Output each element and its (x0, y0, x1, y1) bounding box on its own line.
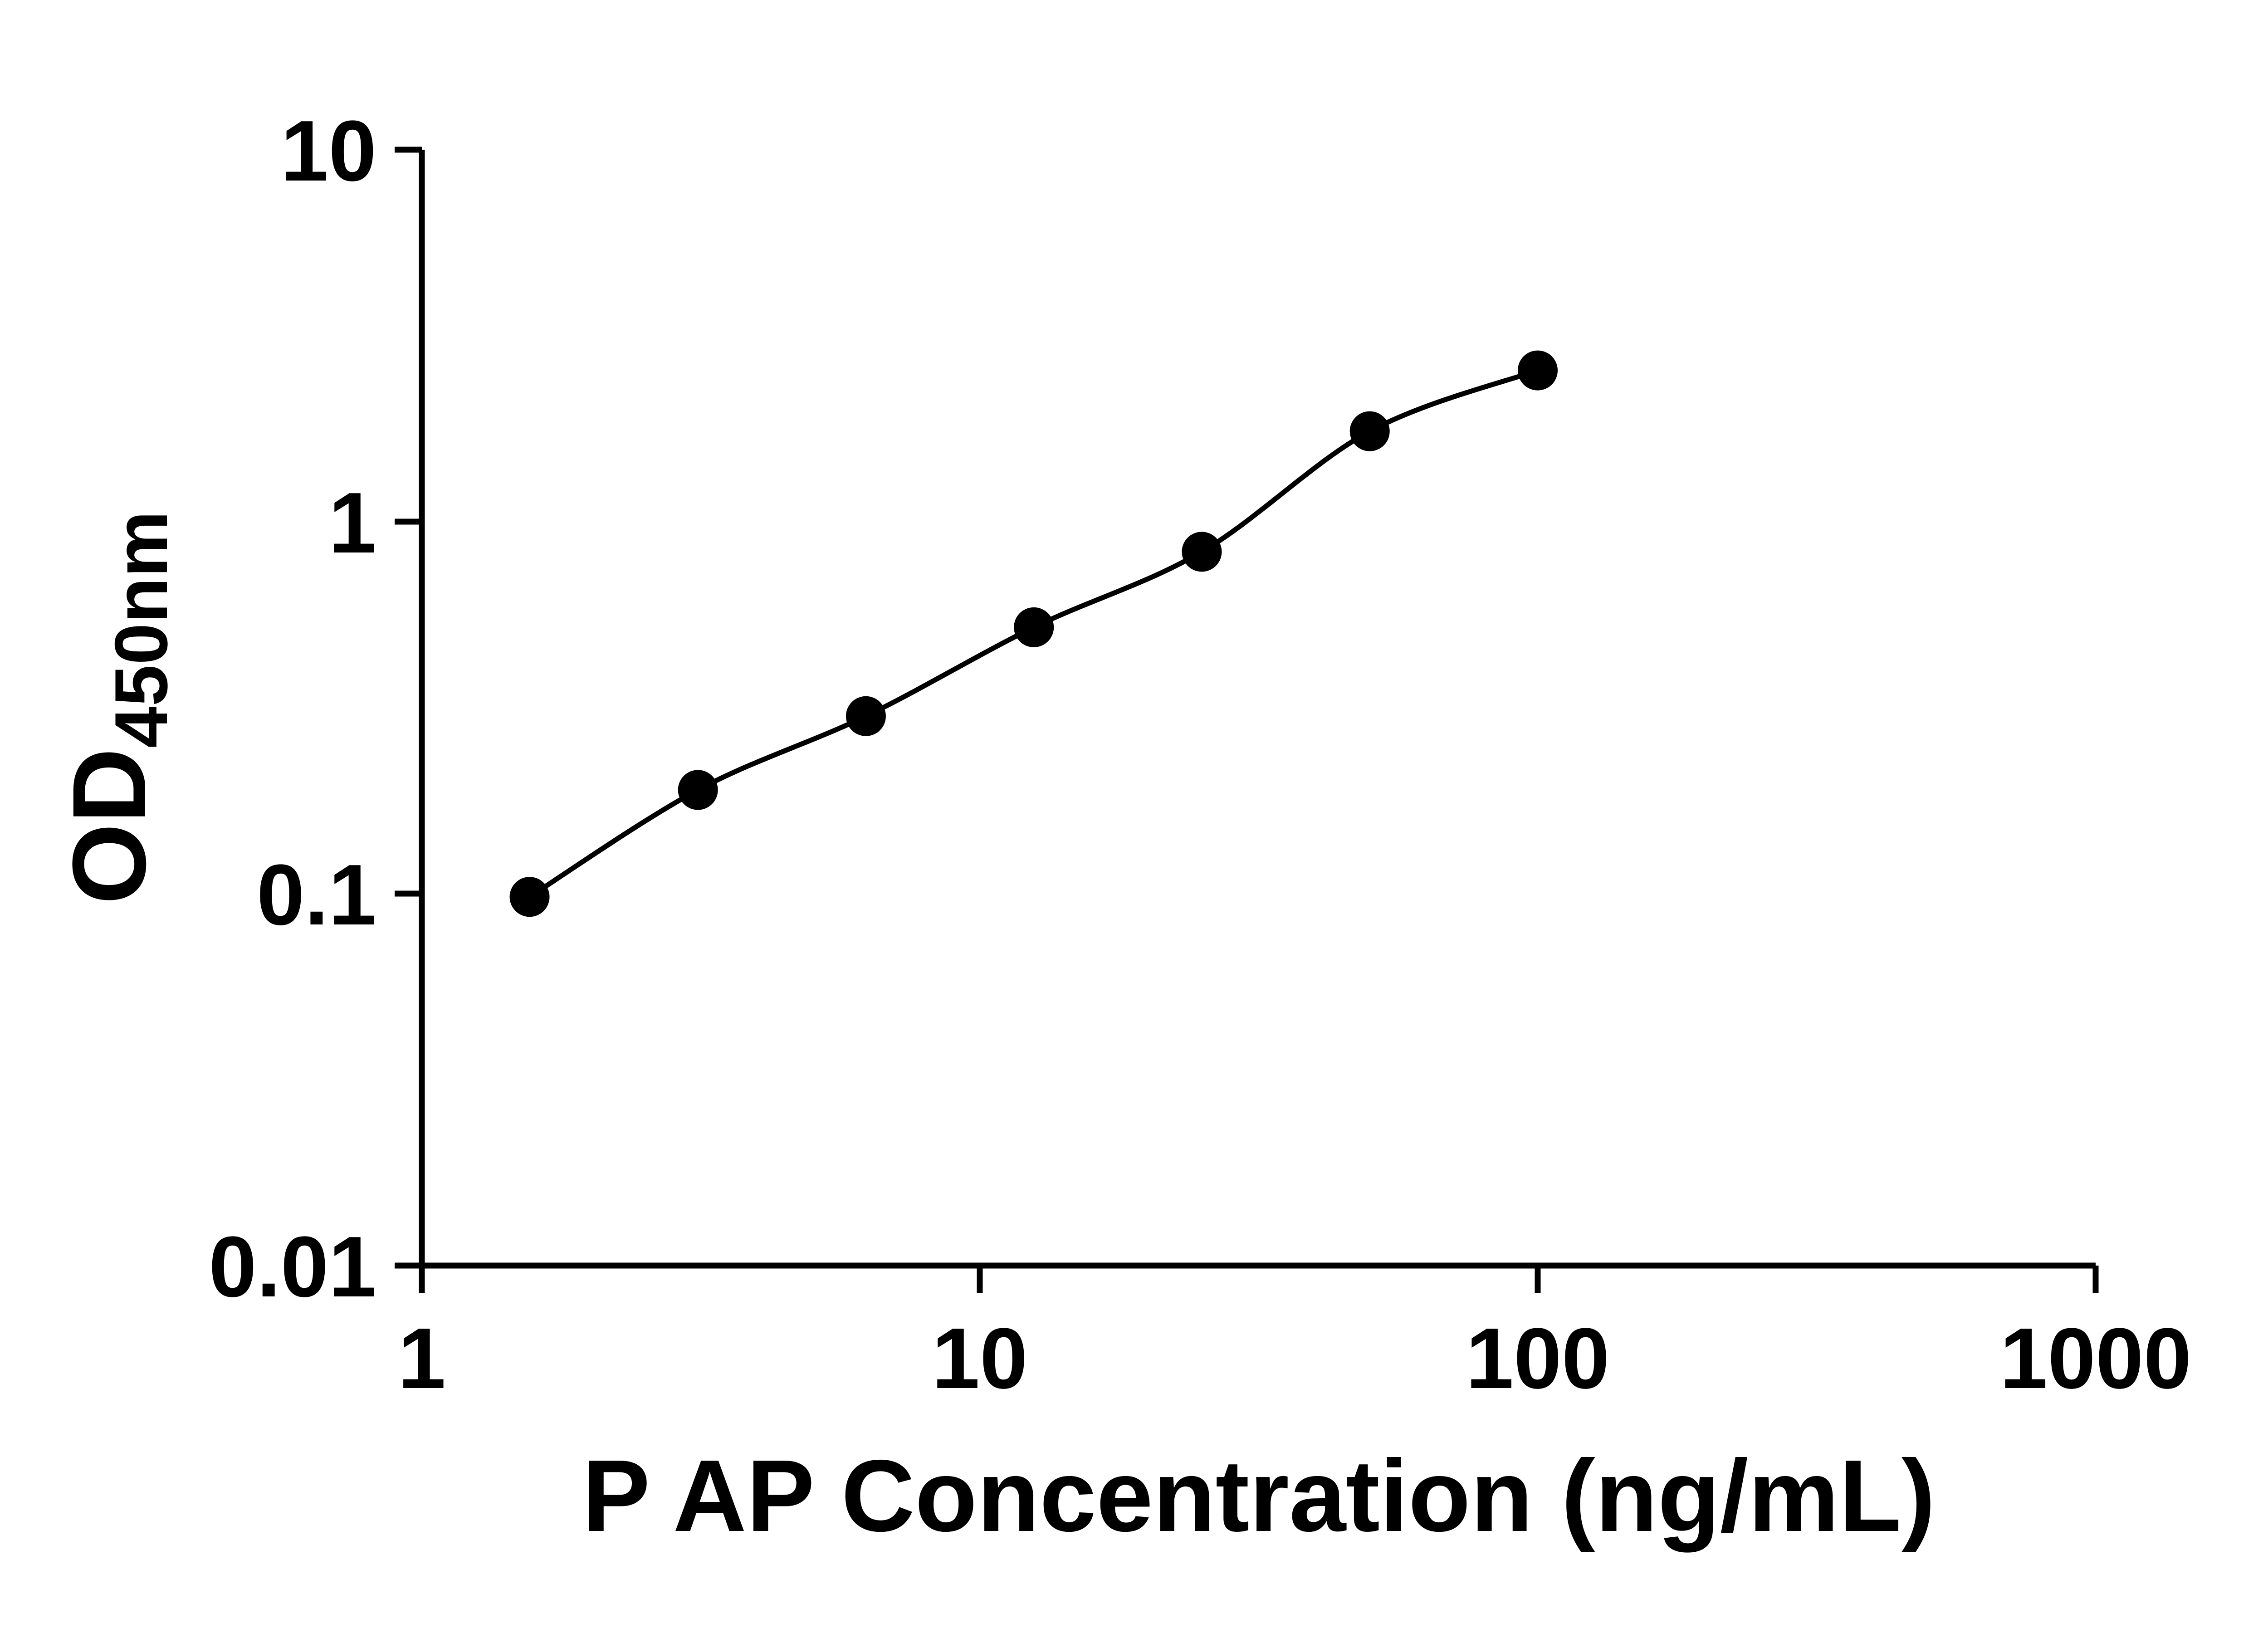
axis-tick-labels: 1 10 100 1000 0.01 0.1 1 10 (209, 103, 2191, 1407)
data-point (1518, 350, 1558, 391)
data-point (509, 877, 550, 917)
data-point (1349, 411, 1390, 451)
y-tick-label: 0.01 (209, 1219, 376, 1315)
y-axis-title: OD450nm (51, 511, 183, 905)
y-tick-label: 1 (328, 475, 376, 571)
data-point (1182, 532, 1222, 572)
data-point (1014, 607, 1054, 647)
y-tick-label: 10 (281, 103, 376, 199)
y-axis-title-subscript: 450nm (99, 511, 183, 748)
y-axis-title-main: OD (51, 748, 167, 905)
x-axis-title: P AP Concentration (ng/mL) (582, 1438, 1935, 1553)
x-tick-label: 100 (1466, 1310, 1609, 1407)
y-tick-label: 0.1 (257, 847, 376, 943)
x-tick-label: 1 (398, 1310, 446, 1407)
data-points-layer (509, 350, 1558, 917)
plot-axes (395, 147, 2099, 1293)
data-point (678, 770, 718, 810)
axis-frame (419, 150, 2096, 1269)
x-tick-label: 10 (932, 1310, 1027, 1407)
data-point (846, 696, 886, 736)
x-tick-label: 1000 (2000, 1310, 2192, 1407)
